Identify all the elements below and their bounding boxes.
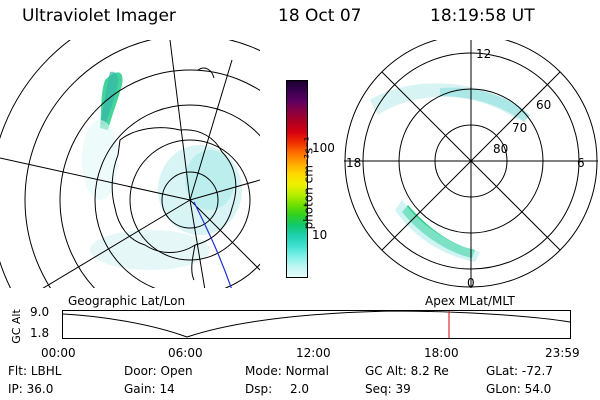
altitude-axis-label: GC Alt bbox=[9, 309, 23, 344]
mlat-label-70: 70 bbox=[512, 121, 528, 135]
seq-value: 39 bbox=[395, 382, 411, 396]
gcalt-label: GC Alt: bbox=[365, 364, 407, 378]
magnetic-polar-plot bbox=[344, 40, 598, 288]
dsp-value: 2.0 bbox=[289, 382, 310, 396]
time-tick-2359: 23:59 bbox=[545, 346, 580, 360]
satellite-track bbox=[193, 201, 232, 288]
status-seq: Seq: 39 bbox=[365, 382, 411, 396]
flt-label: Flt: bbox=[8, 364, 27, 378]
left-panel-caption: Geographic Lat/Lon bbox=[68, 294, 186, 308]
altitude-tick-low: 1.8 bbox=[30, 326, 50, 340]
seq-label: Seq: bbox=[365, 382, 392, 396]
ip-label: IP: bbox=[8, 382, 23, 396]
glat-value: -72.7 bbox=[521, 364, 553, 378]
geographic-grid bbox=[0, 40, 260, 288]
mlt-label-top: 12 bbox=[476, 47, 492, 61]
ip-value: 36.0 bbox=[26, 382, 54, 396]
colorbar-tick-100: 100 bbox=[312, 141, 335, 155]
mlt-label-bottom: 0 bbox=[467, 276, 475, 290]
status-ip: IP: 36.0 bbox=[8, 382, 53, 396]
time-tick-1200: 12:00 bbox=[296, 346, 331, 360]
status-dsp: Dsp: 2.0 bbox=[245, 382, 309, 396]
status-glat: GLat: -72.7 bbox=[486, 364, 553, 378]
mlt-label-right: 6 bbox=[577, 156, 585, 170]
mode-label: Mode: bbox=[245, 364, 282, 378]
geographic-map bbox=[0, 40, 260, 288]
glon-label: GLon: bbox=[486, 382, 521, 396]
colorbar bbox=[286, 80, 308, 278]
right-panel-caption: Apex MLat/MLT bbox=[425, 294, 515, 308]
time-tick-0600: 06:00 bbox=[168, 346, 203, 360]
status-flt: Flt: LBHL bbox=[8, 364, 61, 378]
status-mode: Mode: Normal bbox=[245, 364, 329, 378]
time-tick-0000: 00:00 bbox=[41, 346, 76, 360]
instrument-title: Ultraviolet Imager bbox=[22, 6, 176, 26]
mode-value: Normal bbox=[285, 364, 329, 378]
door-label: Door: bbox=[124, 364, 157, 378]
colorbar-unit-label: photon cm⁻²s⁻¹ bbox=[301, 136, 316, 230]
mlat-label-60: 60 bbox=[536, 98, 552, 112]
altitude-timeline-plot bbox=[62, 310, 571, 339]
dsp-label: Dsp: bbox=[245, 382, 273, 396]
status-glon: GLon: 54.0 bbox=[486, 382, 551, 396]
mlt-label-left: 18 bbox=[346, 156, 362, 170]
status-gain: Gain: 14 bbox=[124, 382, 175, 396]
auroral-emission-left bbox=[82, 71, 242, 270]
flt-value: LBHL bbox=[30, 364, 62, 378]
glon-value: 54.0 bbox=[524, 382, 552, 396]
gain-value: 14 bbox=[159, 382, 175, 396]
status-gcalt: GC Alt: 8.2 Re bbox=[365, 364, 449, 378]
status-door: Door: Open bbox=[124, 364, 193, 378]
altitude-curve bbox=[62, 310, 571, 338]
observation-time: 18:19:58 UT bbox=[430, 6, 535, 26]
time-tick-1800: 18:00 bbox=[424, 346, 459, 360]
colorbar-tick-10: 10 bbox=[312, 228, 328, 242]
mlat-label-80: 80 bbox=[493, 142, 509, 156]
auroral-emission-right bbox=[370, 83, 530, 262]
door-value: Open bbox=[160, 364, 193, 378]
gain-label: Gain: bbox=[124, 382, 156, 396]
altitude-tick-high: 9.0 bbox=[30, 305, 50, 319]
observation-date: 18 Oct 07 bbox=[278, 6, 362, 26]
glat-label: GLat: bbox=[486, 364, 519, 378]
gcalt-value: 8.2 Re bbox=[410, 364, 449, 378]
